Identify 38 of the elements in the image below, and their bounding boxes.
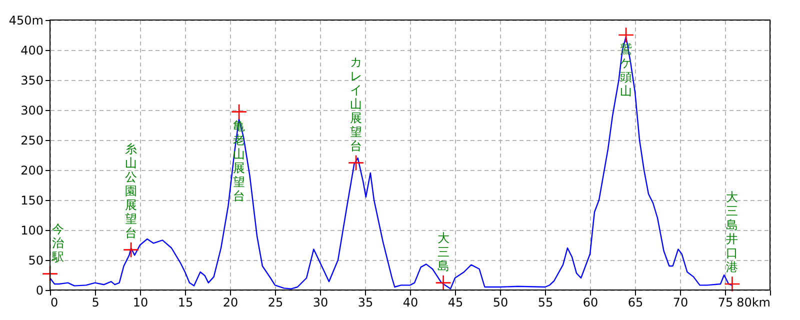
y-tick-label: 250: [20, 134, 44, 148]
point: [618, 26, 634, 44]
x-tick-label: 35: [358, 296, 374, 310]
annotation: 今治駅: [51, 222, 64, 264]
annotation: 大三島井口港: [726, 190, 738, 274]
x-tick-label: 20: [222, 296, 238, 310]
x-tick-label: 75: [718, 296, 734, 310]
x-tick-label: 5: [92, 296, 100, 310]
y-tick-label: 300: [20, 104, 44, 118]
x-tick-label: 40: [402, 296, 418, 310]
annotation: 大三島: [437, 230, 450, 273]
x-tick-label: 65: [628, 296, 644, 310]
y-tick-label: 400: [20, 44, 44, 58]
y-tick-label: 100: [20, 224, 44, 238]
point: [435, 274, 452, 291]
x-tick-label: 10: [132, 296, 148, 310]
y-tick-label: 50: [28, 254, 44, 268]
y-tick-label: 0: [36, 284, 44, 298]
y-tick-label: 450m: [8, 14, 44, 28]
x-tick-label: 55: [538, 296, 554, 310]
annotation: 糸山公園展望台: [125, 142, 137, 240]
x-tick-label: 80km: [736, 296, 770, 310]
point: [348, 154, 364, 171]
annotation: カレイ山展望台: [350, 54, 362, 153]
x-tick-label: 0: [50, 296, 58, 310]
x-tick-label: 70: [672, 296, 688, 310]
point: [230, 104, 248, 120]
x-tick-label: 25: [268, 296, 284, 310]
y-tick-label: 200: [20, 164, 44, 178]
point: [122, 242, 140, 258]
x-tick-label: 15: [178, 296, 194, 310]
x-tick-label: 60: [582, 296, 598, 310]
x-tick-label: 45: [448, 296, 464, 310]
y-tick-label: 350: [20, 74, 44, 88]
x-tick-label: 30: [312, 296, 328, 310]
point: [724, 276, 740, 292]
x-tick-label: 50: [492, 296, 508, 310]
y-tick-label: 150: [20, 194, 44, 208]
